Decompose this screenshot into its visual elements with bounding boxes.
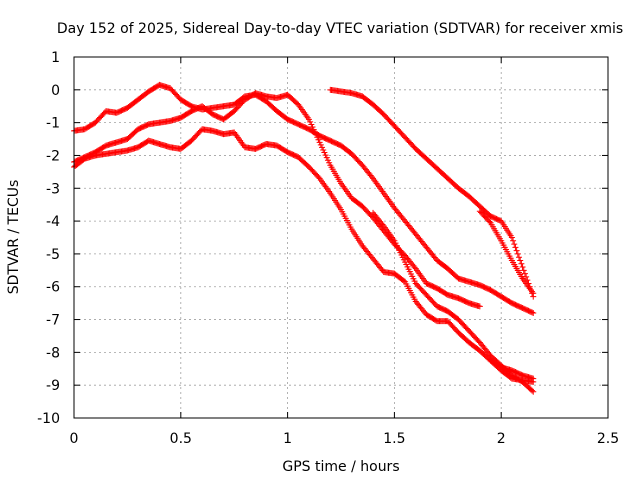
chart-title: Day 152 of 2025, Sidereal Day-to-day VTE… — [57, 21, 623, 37]
data-point — [476, 303, 483, 310]
data-point — [510, 237, 517, 244]
data-point — [530, 290, 537, 297]
data-point — [486, 218, 493, 225]
x-tick-labels: 0 0.5 1 1.5 2 2.5 — [70, 431, 620, 447]
data-point — [316, 139, 323, 146]
data-point — [326, 159, 333, 166]
y-tick-label: -7 — [46, 313, 60, 329]
data-point — [320, 146, 327, 153]
data-point — [317, 141, 324, 148]
data-point — [308, 121, 315, 128]
data-point — [311, 129, 318, 136]
data-point — [379, 221, 386, 228]
data-point — [305, 116, 312, 123]
x-tick-label: 2.5 — [597, 431, 619, 447]
data-point — [368, 173, 375, 180]
data-point — [529, 387, 536, 394]
data-point — [314, 134, 321, 141]
y-tick-label: -5 — [46, 247, 60, 263]
data-markers — [71, 81, 537, 395]
data-point — [520, 267, 527, 274]
y-tick-label: -8 — [46, 345, 60, 361]
x-tick-label: 1.5 — [383, 431, 405, 447]
data-point — [400, 277, 407, 284]
x-axis-label: GPS time / hours — [282, 459, 399, 475]
series-track-2 — [71, 90, 483, 310]
series-track-4 — [327, 86, 537, 300]
data-point — [530, 309, 537, 316]
data-point — [513, 247, 520, 254]
data-point — [518, 260, 525, 267]
data-point — [516, 254, 522, 261]
y-tick-label: -9 — [46, 378, 60, 394]
data-point — [519, 264, 526, 271]
data-point — [530, 388, 537, 395]
data-point — [309, 124, 316, 131]
y-tick-label: -3 — [46, 181, 60, 197]
y-tick-label: -10 — [37, 411, 60, 427]
data-point — [517, 257, 524, 264]
data-point — [511, 241, 518, 248]
y-tick-label: -2 — [46, 148, 60, 164]
data-point — [321, 149, 328, 156]
y-tick-label: 0 — [51, 83, 60, 99]
data-point — [521, 270, 528, 277]
data-point — [307, 118, 314, 125]
x-tick-label: 1 — [283, 431, 292, 447]
data-point — [514, 250, 521, 257]
y-tick-labels: 1 0 -1 -2 -3 -4 -5 -6 -7 -8 -9 -10 — [37, 50, 60, 427]
y-tick-label: -6 — [46, 280, 60, 296]
y-tick-label: -1 — [46, 116, 60, 132]
series-track-6 — [476, 208, 537, 297]
data-point — [530, 378, 537, 385]
data-point — [313, 131, 320, 138]
data-point — [315, 136, 322, 143]
x-tick-label: 0 — [70, 431, 79, 447]
y-tick-label: -4 — [46, 214, 60, 230]
data-point — [310, 126, 317, 133]
data-point — [323, 154, 330, 161]
data-point — [529, 309, 536, 316]
y-tick-label: 1 — [51, 50, 60, 66]
y-axis-label: SDTVAR / TECUs — [6, 180, 22, 295]
data-point — [324, 157, 331, 164]
plot-frame — [73, 56, 609, 419]
data-point — [508, 234, 515, 241]
data-point — [512, 244, 519, 251]
series-track-7 — [487, 357, 537, 385]
x-tick-label: 2 — [497, 431, 506, 447]
data-point — [411, 264, 418, 271]
x-tick-label: 0.5 — [170, 431, 192, 447]
data-point — [319, 144, 326, 151]
data-point — [322, 152, 329, 159]
